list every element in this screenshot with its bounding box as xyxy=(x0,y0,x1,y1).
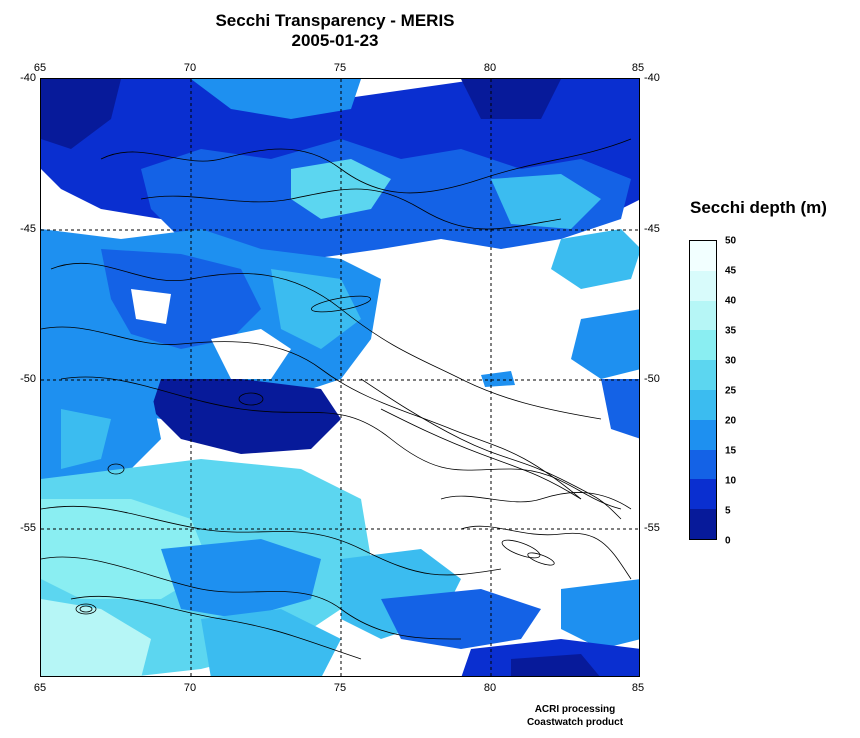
lon-tick-top: 80 xyxy=(483,62,497,74)
contour-line xyxy=(501,539,541,559)
lat-tick-left: -45 xyxy=(20,223,36,235)
secchi-map[interactable] xyxy=(40,78,640,677)
colorbar-bin xyxy=(690,509,716,539)
contour-line xyxy=(380,408,582,500)
colorbar-bin xyxy=(690,360,716,390)
lat-tick-right: -50 xyxy=(644,373,660,385)
graticule xyxy=(41,79,639,676)
colorbar-bin xyxy=(690,390,716,420)
lat-tick-right: -40 xyxy=(644,72,660,84)
contour-line xyxy=(41,505,502,576)
data-patch xyxy=(511,654,600,676)
lon-tick-top: 75 xyxy=(333,62,347,74)
colorbar-label: 0 xyxy=(725,535,731,547)
data-patch xyxy=(161,539,321,619)
data-patch xyxy=(571,309,639,379)
map-canvas xyxy=(41,79,639,676)
data-patch xyxy=(151,379,341,454)
contour-line xyxy=(79,605,93,613)
contour-line xyxy=(360,378,622,520)
lat-tick-left: -55 xyxy=(20,522,36,534)
lat-tick-right: -45 xyxy=(644,223,660,235)
colorbar-label: 25 xyxy=(725,385,737,397)
data-patch xyxy=(271,269,361,349)
lat-tick-left: -50 xyxy=(20,373,36,385)
data-patch xyxy=(481,371,515,387)
colorbar-bin xyxy=(690,330,716,361)
colorbar xyxy=(689,240,717,540)
lon-tick-bottom: 80 xyxy=(483,682,497,694)
data-patch xyxy=(201,609,341,676)
data-patch xyxy=(131,289,171,324)
contour-line xyxy=(311,295,371,313)
data-patch xyxy=(41,499,211,599)
contour-line xyxy=(60,376,622,510)
contour-line xyxy=(75,603,97,615)
data-patch xyxy=(551,229,639,289)
lat-tick-left: -40 xyxy=(20,72,36,84)
colorbar-label: 35 xyxy=(725,325,737,337)
legend-title: Secchi depth (m) xyxy=(690,198,827,217)
contour-line xyxy=(41,326,582,500)
lon-tick-top: 65 xyxy=(33,62,47,74)
colorbar-label: 15 xyxy=(725,445,737,457)
data-patch xyxy=(41,79,121,149)
credit-processing: ACRI processing xyxy=(534,704,616,715)
lon-tick-bottom: 70 xyxy=(183,682,197,694)
colorbar-label: 50 xyxy=(725,235,737,247)
colorbar-bin xyxy=(690,241,716,271)
contour-line xyxy=(41,556,462,640)
data-patch xyxy=(41,599,151,676)
lat-tick-right: -55 xyxy=(644,522,660,534)
contour-line xyxy=(70,595,362,660)
colorbar-bin xyxy=(690,300,716,331)
colorbar-bin xyxy=(690,419,716,450)
lon-tick-bottom: 75 xyxy=(333,682,347,694)
data-patch xyxy=(191,79,361,119)
colorbar-bin xyxy=(690,270,716,301)
colorbar-bin xyxy=(690,449,716,480)
data-patch xyxy=(491,174,601,229)
data-patch xyxy=(381,589,541,649)
colorbar-bin xyxy=(690,479,716,510)
contour-line xyxy=(140,188,562,230)
data-patch xyxy=(561,579,639,649)
data-patch xyxy=(61,409,111,469)
lon-tick-top: 85 xyxy=(631,62,645,74)
contour-line xyxy=(107,463,125,475)
contour-line xyxy=(238,392,264,406)
map-title: Secchi Transparency - MERIS xyxy=(215,11,455,30)
colorbar-label: 5 xyxy=(725,505,731,517)
colorbar-label: 45 xyxy=(725,265,737,277)
data-patch xyxy=(601,379,639,439)
secchi-data-layer xyxy=(41,79,639,676)
lon-tick-top: 70 xyxy=(183,62,197,74)
contour-line xyxy=(460,525,632,580)
contour-line xyxy=(440,492,632,510)
credit-product: Coastwatch product xyxy=(526,717,624,728)
colorbar-label: 10 xyxy=(725,475,737,487)
map-date: 2005-01-23 xyxy=(291,31,379,50)
data-patch xyxy=(101,249,261,349)
contour-line xyxy=(527,552,555,566)
colorbar-label: 40 xyxy=(725,295,737,307)
data-patch xyxy=(461,79,561,119)
colorbar-label: 30 xyxy=(725,355,737,367)
lon-tick-bottom: 85 xyxy=(631,682,645,694)
data-patch xyxy=(141,139,631,259)
colorbar-label: 20 xyxy=(725,415,737,427)
lon-tick-bottom: 65 xyxy=(33,682,47,694)
